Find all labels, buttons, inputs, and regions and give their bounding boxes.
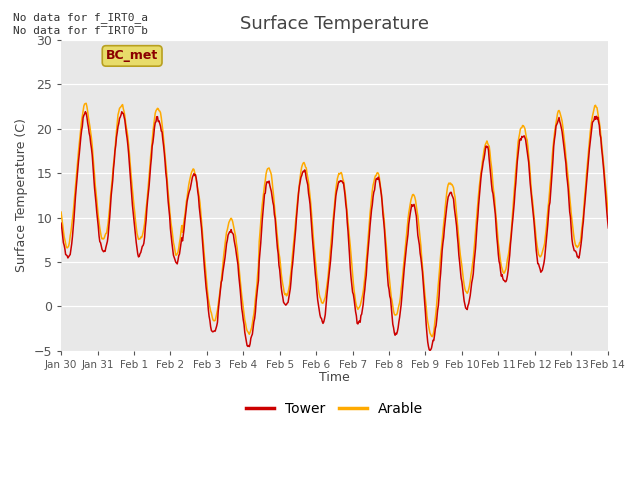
- Legend: Tower, Arable: Tower, Arable: [240, 396, 428, 421]
- Arable: [534, 247, 541, 252]
- Tower: [605, 225, 612, 231]
- Tower: [426, 348, 434, 353]
- Text: No data for f̅IRT0̅b: No data for f̅IRT0̅b: [13, 26, 148, 36]
- Line: Arable: Arable: [61, 103, 609, 336]
- Title: Surface Temperature: Surface Temperature: [240, 15, 429, 33]
- Arable: [177, 235, 184, 241]
- Tower: [295, 189, 303, 195]
- Arable: [83, 100, 90, 106]
- Tower: [473, 222, 481, 228]
- Arable: [57, 209, 65, 215]
- Y-axis label: Surface Temperature (C): Surface Temperature (C): [15, 119, 28, 272]
- Tower: [601, 179, 609, 184]
- Arable: [200, 247, 207, 253]
- Arable: [473, 209, 481, 215]
- X-axis label: Time: Time: [319, 371, 349, 384]
- Arable: [601, 173, 609, 179]
- Tower: [177, 246, 184, 252]
- Arable: [605, 211, 612, 216]
- Tower: [200, 257, 207, 263]
- Text: BC_met: BC_met: [106, 49, 158, 62]
- Tower: [81, 109, 89, 115]
- Tower: [57, 220, 65, 226]
- Arable: [295, 188, 303, 193]
- Text: No data for f_IRT0_a: No data for f_IRT0_a: [13, 12, 148, 23]
- Line: Tower: Tower: [61, 112, 609, 350]
- Arable: [428, 334, 436, 339]
- Tower: [534, 261, 541, 266]
